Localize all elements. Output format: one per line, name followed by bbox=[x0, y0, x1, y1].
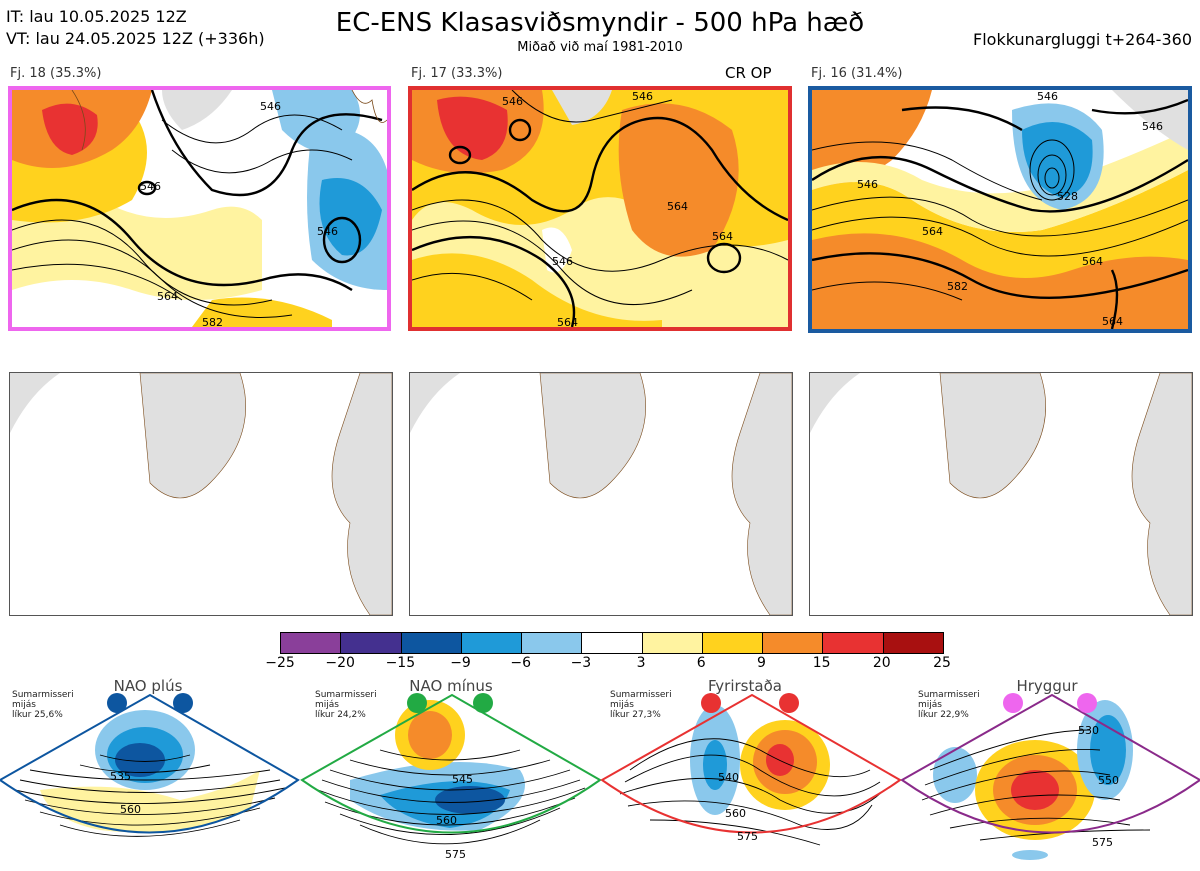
regime-dot bbox=[173, 693, 193, 713]
contour-label: 550 bbox=[1098, 774, 1119, 787]
regime-map-nao-minus: 545 560 575 bbox=[300, 693, 602, 861]
cluster-map-3: 546 546 546 564 564 582 564 528 bbox=[808, 86, 1192, 333]
contour-label: 560 bbox=[120, 803, 141, 816]
contour-label: 564 bbox=[1082, 255, 1103, 268]
colorbar-swatch bbox=[883, 633, 943, 653]
contour-label: 545 bbox=[452, 773, 473, 786]
colorbar-swatch bbox=[763, 633, 824, 653]
contour-label: 582 bbox=[202, 316, 223, 327]
contour-label: 530 bbox=[1078, 724, 1099, 737]
regime-dot bbox=[1003, 693, 1023, 713]
contour-label: 546 bbox=[857, 178, 878, 191]
cluster-3-label: Fj. 16 (31.4%) bbox=[811, 66, 903, 81]
colorbar-tick-label: 6 bbox=[696, 655, 706, 671]
colorbar-swatch bbox=[702, 633, 764, 653]
regime-dot bbox=[701, 693, 721, 713]
regime-3-title: Fyrirstaða bbox=[708, 677, 782, 695]
cluster-1-label: Fj. 18 (35.3%) bbox=[10, 66, 102, 81]
initial-time: IT: lau 10.05.2025 12Z bbox=[6, 7, 187, 26]
empty-map-1 bbox=[9, 372, 393, 616]
empty-map-3 bbox=[809, 372, 1193, 616]
contour-label: 575 bbox=[445, 848, 466, 861]
header-times: IT: lau 10.05.2025 12Z VT: lau 24.05.202… bbox=[6, 6, 265, 50]
colorbar-swatch bbox=[823, 633, 884, 653]
regime-map-ridge: 530 550 575 bbox=[900, 693, 1200, 860]
contour-label: 546 bbox=[502, 95, 523, 108]
colorbar-swatch bbox=[341, 633, 402, 653]
regime-dot bbox=[407, 693, 427, 713]
classification-window: Flokkunargluggi t+264-360 bbox=[973, 30, 1192, 49]
regime-4-note: Sumarmisseri mijás líkur 22,9% bbox=[918, 690, 980, 720]
cluster-map-2: 546 546 564 564 564 546 bbox=[408, 86, 792, 331]
control-run-badge: CR OP bbox=[725, 64, 772, 82]
contour-label: 535 bbox=[110, 770, 131, 783]
valid-time: VT: lau 24.05.2025 12Z (+336h) bbox=[6, 29, 265, 48]
colorbar-swatch bbox=[642, 633, 703, 653]
contour-label: 546 bbox=[260, 100, 281, 113]
empty-map-2 bbox=[409, 372, 793, 616]
colorbar-swatch bbox=[281, 633, 342, 653]
contour-label: 546 bbox=[552, 255, 573, 268]
colorbar-swatch bbox=[401, 633, 462, 653]
contour-label: 582 bbox=[947, 280, 968, 293]
colorbar-swatch bbox=[461, 633, 523, 653]
contour-label: 564 bbox=[557, 316, 578, 327]
colorbar-tick-label: −3 bbox=[570, 655, 592, 671]
regime-dot bbox=[473, 693, 493, 713]
colorbar-tick-label: 25 bbox=[933, 655, 951, 671]
contour-label: 564 bbox=[1102, 315, 1123, 328]
contour-label: 560 bbox=[725, 807, 746, 820]
contour-label: 564 bbox=[157, 290, 178, 303]
colorbar-tick-label: 20 bbox=[872, 655, 891, 671]
colorbar-tick-label: −9 bbox=[450, 655, 471, 671]
colorbar-tick-label: −6 bbox=[510, 655, 532, 671]
contour-label: 546 bbox=[140, 180, 161, 193]
regime-map-blocking: 540 560 575 bbox=[600, 693, 902, 846]
colorbar-tick-label: 15 bbox=[812, 655, 831, 671]
contour-label: 575 bbox=[1092, 836, 1113, 849]
colorbar-tick-label: −15 bbox=[385, 655, 416, 671]
regime-dot bbox=[1077, 693, 1097, 713]
contour-label: 564 bbox=[667, 200, 688, 213]
colorbar-tick-label: 9 bbox=[756, 655, 766, 671]
regime-dot bbox=[107, 693, 127, 713]
regime-3-note: Sumarmisseri mijás líkur 27,3% bbox=[610, 690, 672, 720]
regime-maps: 535 560 545 560 575 bbox=[0, 693, 1200, 861]
contour-label: 546 bbox=[1142, 120, 1163, 133]
colorbar-swatch bbox=[582, 633, 643, 653]
colorbar-tick-label: 3 bbox=[636, 655, 646, 671]
contour-label: 564 bbox=[922, 225, 943, 238]
contour-label: 560 bbox=[436, 814, 457, 827]
regime-map-nao-plus: 535 560 bbox=[0, 693, 300, 837]
contour-label: 546 bbox=[1037, 90, 1058, 103]
contour-label: 546 bbox=[317, 225, 338, 238]
colorbar-swatch bbox=[522, 633, 583, 653]
regime-1-note: Sumarmisseri mijás líkur 25,6% bbox=[12, 690, 74, 720]
cluster-map-1: 546 546 546 564 582 bbox=[8, 86, 391, 331]
contour-label: 528 bbox=[1057, 190, 1078, 203]
page-subtitle: Miðað við maí 1981-2010 bbox=[517, 40, 683, 55]
contour-label: 540 bbox=[718, 771, 739, 784]
regime-1-title: NAO plús bbox=[113, 677, 183, 695]
regime-2-title: NAO mínus bbox=[409, 677, 493, 695]
regime-4-title: Hryggur bbox=[1016, 677, 1078, 695]
cluster-2-label: Fj. 17 (33.3%) bbox=[411, 66, 503, 81]
regime-2-note: Sumarmisseri mijás líkur 24,2% bbox=[315, 690, 377, 720]
page-title: EC-ENS Klasasviðsmyndir - 500 hPa hæð bbox=[335, 8, 865, 38]
colorbar-tick-label: −25 bbox=[265, 655, 295, 671]
contour-label: 546 bbox=[632, 90, 653, 103]
colorbar-tick-label: −20 bbox=[325, 655, 355, 671]
regime-dot bbox=[779, 693, 799, 713]
anomaly-colorbar bbox=[280, 632, 944, 654]
contour-label: 564 bbox=[712, 230, 733, 243]
contour-label: 575 bbox=[737, 830, 758, 843]
